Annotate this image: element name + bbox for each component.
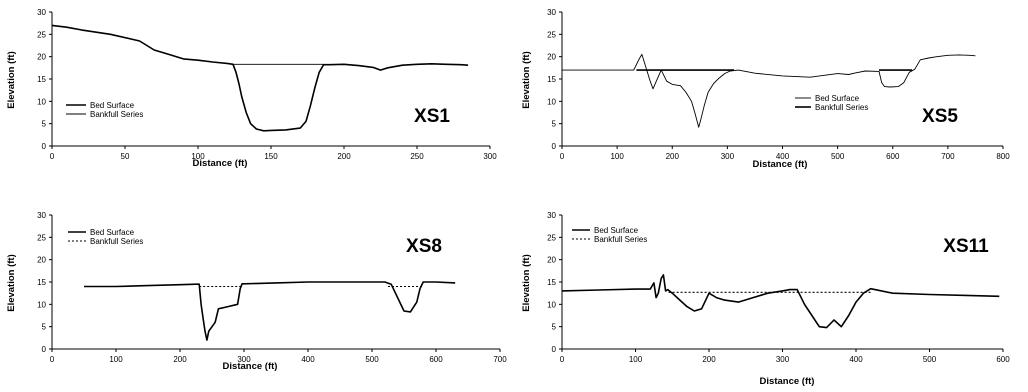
y-tick-label: 5 — [552, 323, 557, 332]
x-tick-label: 100 — [610, 152, 624, 161]
y-tick-label: 20 — [37, 53, 46, 62]
y-tick-label: 30 — [547, 211, 556, 220]
y-tick-label: 25 — [547, 233, 556, 242]
x-tick-label: 0 — [560, 152, 565, 161]
x-tick-label: 300 — [483, 152, 497, 161]
y-tick-label: 20 — [547, 53, 556, 62]
x-axis-title: Distance (ft) — [753, 159, 808, 170]
x-tick-label: 300 — [237, 355, 251, 364]
legend-entry-label: Bankfull Series — [594, 235, 647, 244]
x-tick-label: 0 — [560, 355, 565, 364]
y-tick-label: 0 — [42, 142, 47, 151]
y-tick-label: 30 — [547, 8, 556, 17]
legend-entry-label: Bed Surface — [815, 94, 860, 103]
x-tick-label: 200 — [173, 355, 187, 364]
y-tick-label: 15 — [37, 75, 46, 84]
y-tick-label: 25 — [37, 30, 46, 39]
x-axis-title: Distance (ft) — [223, 361, 278, 372]
x-axis-title: Distance (ft) — [193, 158, 248, 169]
x-tick-label: 100 — [191, 152, 205, 161]
y-tick-label: 10 — [547, 300, 556, 309]
x-tick-label: 200 — [337, 152, 351, 161]
y-axis-title: Elevation (ft) — [6, 254, 17, 312]
cross-section-label: XS5 — [922, 106, 958, 127]
y-tick-label: 0 — [42, 345, 47, 354]
legend-entry-label: Bankfull Series — [90, 237, 143, 246]
x-tick-label: 0 — [50, 152, 55, 161]
legend-entry-label: Bed Surface — [90, 101, 135, 110]
x-tick-label: 400 — [776, 152, 790, 161]
y-axis-title: Elevation (ft) — [6, 51, 17, 109]
x-tick-label: 200 — [666, 152, 680, 161]
series-line-bed-surface — [561, 274, 1000, 329]
x-tick-label: 500 — [923, 355, 937, 364]
cross-section-label: XS1 — [414, 106, 450, 127]
x-tick-label: 100 — [629, 355, 643, 364]
x-tick-label: 600 — [429, 355, 443, 364]
y-tick-label: 10 — [37, 300, 46, 309]
y-axis-title: Elevation (ft) — [521, 51, 532, 109]
cross-section-label: XS11 — [943, 236, 989, 257]
x-tick-label: 150 — [264, 152, 278, 161]
x-tick-label: 700 — [941, 152, 955, 161]
legend-entry-label: Bankfull Series — [815, 103, 868, 112]
y-tick-label: 30 — [37, 8, 46, 17]
x-tick-label: 300 — [721, 152, 735, 161]
series-line-bed-surface — [562, 53, 976, 128]
x-tick-label: 50 — [121, 152, 130, 161]
x-tick-label: 700 — [493, 355, 507, 364]
x-tick-label: 200 — [702, 355, 716, 364]
x-tick-label: 600 — [996, 355, 1010, 364]
x-tick-label: 400 — [849, 355, 863, 364]
legend-entry-label: Bed Surface — [594, 226, 639, 235]
y-tick-label: 0 — [552, 345, 557, 354]
y-tick-label: 15 — [547, 278, 556, 287]
legend-entry-label: Bed Surface — [90, 228, 135, 237]
y-tick-label: 5 — [552, 120, 557, 129]
y-tick-label: 5 — [42, 120, 47, 129]
y-axis-title: Elevation (ft) — [521, 254, 532, 312]
x-tick-label: 100 — [109, 355, 123, 364]
legend-entry-label: Bankfull Series — [90, 110, 143, 119]
y-tick-label: 15 — [547, 75, 556, 84]
y-tick-label: 20 — [547, 256, 556, 265]
x-tick-label: 250 — [410, 152, 424, 161]
x-tick-label: 0 — [50, 355, 55, 364]
series-line-bed-surface — [51, 24, 469, 132]
series-line-bed-surface — [84, 281, 456, 341]
x-tick-label: 500 — [365, 355, 379, 364]
y-tick-label: 30 — [37, 211, 46, 220]
x-tick-label: 800 — [996, 152, 1010, 161]
cross-section-label: XS8 — [406, 236, 442, 257]
y-tick-label: 25 — [37, 233, 46, 242]
y-tick-label: 15 — [37, 278, 46, 287]
x-axis-title: Distance (ft) — [760, 376, 815, 387]
x-tick-label: 400 — [301, 355, 315, 364]
y-tick-label: 10 — [37, 97, 46, 106]
y-tick-label: 5 — [42, 323, 47, 332]
x-tick-label: 500 — [831, 152, 845, 161]
x-tick-label: 300 — [776, 355, 790, 364]
y-tick-label: 20 — [37, 256, 46, 265]
y-tick-label: 10 — [547, 97, 556, 106]
y-tick-label: 25 — [547, 30, 556, 39]
x-tick-label: 600 — [886, 152, 900, 161]
y-tick-label: 0 — [552, 142, 557, 151]
